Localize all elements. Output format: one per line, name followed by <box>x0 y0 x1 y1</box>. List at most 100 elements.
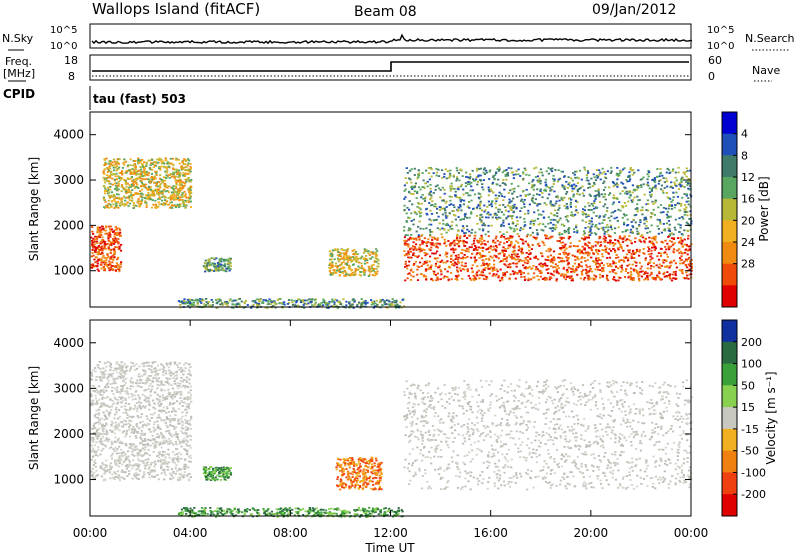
power-echo-cell <box>428 202 431 204</box>
power-echo-cell <box>612 185 615 188</box>
power-echo-cell <box>404 279 407 282</box>
power-echo-cell <box>102 170 105 173</box>
power-echo-cell <box>141 196 144 199</box>
power-echo-cell <box>621 268 624 271</box>
power-echo-cell <box>682 217 685 220</box>
power-echo-cell <box>563 253 566 256</box>
power-echo-cell <box>340 252 343 255</box>
power-echo-cell <box>112 158 115 161</box>
power-echo-cell <box>172 204 175 207</box>
power-echo-cell <box>444 241 447 243</box>
power-echo-cell <box>303 302 306 305</box>
power-echo-cell <box>118 198 121 201</box>
power-colorbar-segment <box>722 177 737 200</box>
power-echo-cell <box>662 272 665 275</box>
power-echo-cell <box>120 204 123 206</box>
power-echo-cell <box>515 240 518 243</box>
power-echo-cell <box>530 268 533 270</box>
power-echo-cell <box>370 299 373 301</box>
power-echo-cell <box>409 169 412 172</box>
power-echo-cell <box>548 259 552 262</box>
power-echo-cell <box>337 265 340 267</box>
power-echo-cell <box>177 197 180 200</box>
power-echo-cell <box>270 301 273 303</box>
power-echo-cell <box>638 261 641 264</box>
power-echo-cell <box>107 225 110 228</box>
power-echo-cell <box>212 270 216 272</box>
power-echo-cell <box>171 157 174 160</box>
power-echo-cell <box>97 245 100 247</box>
power-echo-cell <box>338 254 341 256</box>
power-echo-cell <box>143 183 146 186</box>
power-echo-cell <box>468 230 471 233</box>
power-echo-cell <box>509 244 512 246</box>
power-echo-cell <box>667 229 670 232</box>
power-echo-cell <box>520 260 523 262</box>
power-echo-cell <box>638 248 641 251</box>
power-echo-cell <box>188 301 191 303</box>
power-colorbar-segment <box>722 220 737 243</box>
power-echo-cell <box>243 301 246 304</box>
power-echo-cell <box>567 230 570 233</box>
power-echo-cell <box>96 242 99 244</box>
power-echo-cell <box>264 306 267 309</box>
power-echo-cell <box>475 253 478 256</box>
power-echo-cell <box>98 226 102 229</box>
power-echo-cell <box>404 188 407 191</box>
power-echo-cell <box>439 278 442 281</box>
power-echo-cell <box>167 197 170 199</box>
power-echo-cell <box>103 247 106 250</box>
power-echo-cell <box>326 302 329 305</box>
power-echo-cell <box>152 203 155 206</box>
power-echo-cell <box>487 194 490 197</box>
power-echo-cell <box>134 185 137 188</box>
power-echo-cell <box>151 175 154 178</box>
power-echo-cell <box>345 273 348 276</box>
power-echo-cell <box>136 200 140 202</box>
power-echo-cell <box>450 224 453 227</box>
power-echo-cell <box>659 172 662 175</box>
power-colorbar-tick-label-2: 12 <box>741 171 755 184</box>
power-echo-cell <box>455 278 458 280</box>
power-echo-cell <box>513 249 516 252</box>
power-echo-cell <box>104 189 108 192</box>
power-echo-cell <box>482 268 485 271</box>
power-echo-cell <box>420 265 423 267</box>
power-echo-cell <box>160 158 163 161</box>
power-echo-cell <box>169 198 172 201</box>
power-echo-cell <box>109 196 112 198</box>
power-echo-cell <box>187 158 190 160</box>
power-echo-cell <box>114 232 117 234</box>
power-echo-cell <box>156 185 159 188</box>
power-echo-cell <box>680 252 684 255</box>
power-echo-cell <box>495 244 498 247</box>
power-echo-cell <box>189 195 192 197</box>
power-echo-cell <box>487 235 490 238</box>
power-echo-cell <box>272 305 275 307</box>
power-echo-cell <box>499 184 502 187</box>
power-echo-cell <box>416 177 419 180</box>
power-echo-cell <box>423 237 426 240</box>
power-echo-cell <box>434 262 438 265</box>
power-echo-cell <box>288 301 291 304</box>
power-echo-cell <box>177 300 180 302</box>
power-echo-cell <box>614 197 617 199</box>
power-echo-cell <box>457 253 460 256</box>
power-echo-cell <box>628 249 631 252</box>
power-echo-cell <box>518 271 521 273</box>
power-echo-cell <box>660 240 663 243</box>
power-echo-cell <box>516 258 519 261</box>
power-echo-cell <box>152 194 155 197</box>
power-echo-cell <box>147 159 150 162</box>
power-echo-cell <box>555 196 558 198</box>
power-ytick-label-0: 1000 <box>53 264 84 278</box>
power-echo-cell <box>353 300 356 303</box>
power-echo-cell <box>151 162 154 164</box>
power-echo-cell <box>449 187 452 190</box>
power-echo-cell <box>481 224 484 227</box>
power-echo-cell <box>223 265 227 267</box>
power-echo-cell <box>286 303 289 305</box>
power-echo-cell <box>688 273 691 276</box>
power-echo-cell <box>575 209 578 211</box>
